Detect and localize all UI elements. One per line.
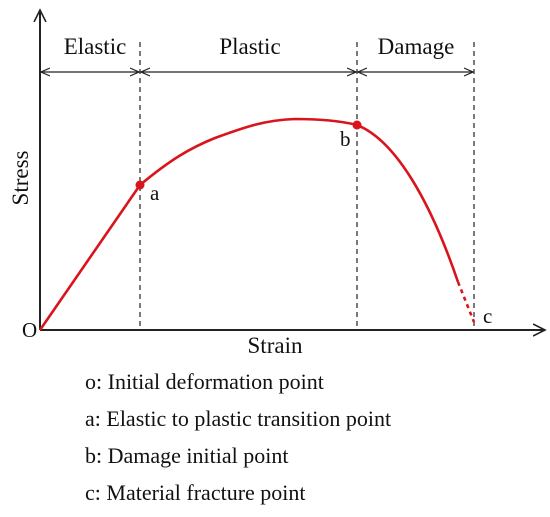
legend-item: o: Initial deformation point <box>85 369 324 394</box>
fracture-segment <box>456 281 476 323</box>
region-label: Plastic <box>219 34 280 59</box>
legend-item: b: Damage initial point <box>85 443 288 468</box>
legend-item: a: Elastic to plastic transition point <box>85 406 391 431</box>
x-axis-label: Strain <box>248 333 303 358</box>
point-label: c <box>483 304 492 328</box>
point-b <box>352 120 362 130</box>
stress-strain-curve <box>38 117 460 331</box>
legend-item: c: Material fracture point <box>85 480 306 505</box>
point-label: a <box>150 181 160 205</box>
point-a <box>135 180 145 190</box>
region-label: Damage <box>378 34 455 59</box>
region-label: Elastic <box>64 34 127 59</box>
y-axis-label: Stress <box>8 150 33 205</box>
point-label: O <box>22 318 37 342</box>
point-label: b <box>340 127 351 151</box>
